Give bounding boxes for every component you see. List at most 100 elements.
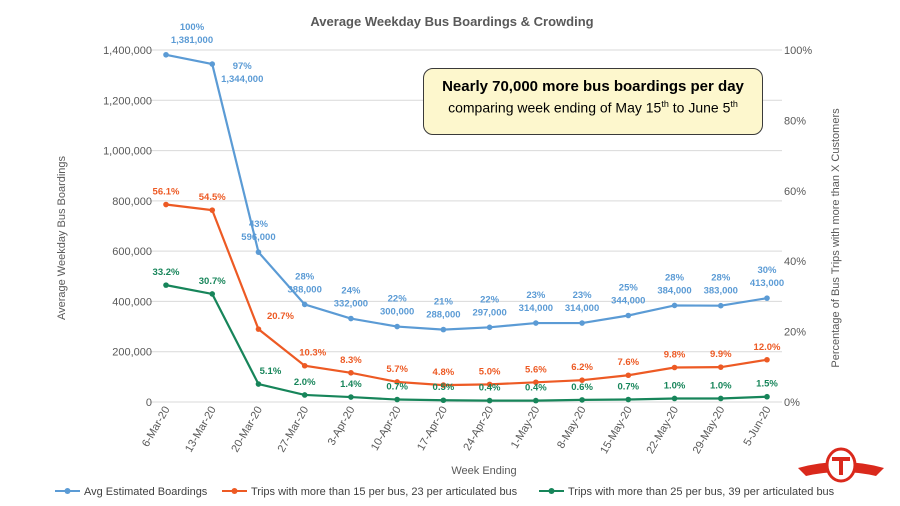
callout-sup2: th [730, 99, 738, 109]
x-tick-label: 5-Jun-20 [741, 405, 773, 449]
data-label-value-boardings: 383,000 [704, 286, 738, 297]
data-label-pct-boardings: 23% [526, 290, 546, 301]
data-point-over15 [671, 364, 678, 371]
data-label-over15: 54.5% [199, 192, 226, 203]
x-tick-label: 15-May-20 [598, 405, 635, 457]
y2-tick-label: 60% [784, 186, 806, 198]
ttc-logo-letters [832, 457, 850, 475]
legend-marker-over15 [231, 488, 238, 494]
series-line-over15 [165, 203, 768, 387]
data-label-over15: 5.6% [525, 364, 547, 375]
data-point-boardings [163, 51, 169, 58]
data-label-over25: 0.5% [433, 382, 455, 393]
data-label-value-boardings: 344,000 [611, 296, 645, 307]
x-tick-label: 10-Apr-20 [369, 405, 404, 453]
data-label-pct-boardings: 22% [480, 294, 500, 305]
y-tick-label: 1,400,000 [103, 45, 152, 57]
data-label-value-boardings: 288,000 [426, 310, 460, 321]
x-tick-label: 3-Apr-20 [326, 405, 358, 448]
data-point-over15 [209, 207, 216, 213]
data-label-value-boardings: 314,000 [565, 303, 599, 314]
data-point-boardings [579, 320, 585, 326]
legend-marker-over25 [548, 488, 555, 494]
data-label-over25: 33.2% [153, 267, 180, 278]
data-label-over15: 10.3% [299, 348, 326, 359]
series-line-boardings [165, 53, 768, 331]
y2-tick-label: 40% [784, 256, 806, 268]
data-label-value-boardings: 1,381,000 [171, 35, 213, 46]
x-tick-label: 1-May-20 [509, 405, 543, 451]
data-point-over25 [625, 396, 632, 403]
x-axis-ticks: 6-Mar-20 13-Mar-20 20-Mar-20 27-Mar-20 3-Apr… [140, 405, 774, 457]
data-labels: 100% 1,381,000 97% 1,344,000 43% 596,000 28% 38… [153, 22, 785, 394]
data-label-over25: 2.0% [294, 377, 316, 388]
data-point-over25 [671, 395, 678, 402]
data-point-over15 [348, 369, 354, 376]
chart-title: Average Weekday Bus Boardings & Crowding [310, 14, 593, 29]
callout-subline: comparing week ending of May 15 th to Jun… [424, 99, 762, 116]
data-point-boardings [348, 315, 354, 322]
y2-tick-label: 20% [784, 327, 806, 339]
data-label-value-boardings: 413,000 [750, 278, 784, 289]
data-point-boardings [533, 320, 539, 326]
data-label-over15: 5.7% [386, 364, 408, 375]
data-point-over15 [301, 362, 308, 369]
data-label-over15: 5.0% [479, 366, 501, 377]
data-point-boardings [255, 249, 262, 255]
data-label-pct-boardings: 25% [619, 283, 639, 294]
data-label-pct-boardings: 22% [388, 294, 408, 305]
data-label-over25: 0.7% [617, 382, 639, 393]
data-label-over25: 1.0% [710, 380, 732, 391]
data-label-pct-boardings: 28% [665, 272, 685, 283]
legend: Avg Estimated Boardings Trips with more … [55, 486, 835, 498]
data-label-pct-boardings: 21% [434, 297, 454, 308]
data-label-over15: 6.2% [571, 362, 593, 373]
data-label-pct-boardings: 28% [711, 273, 731, 284]
x-tick-label: 29-May-20 [691, 405, 728, 457]
data-point-over25 [301, 392, 308, 398]
y2-tick-label: 0% [784, 397, 800, 409]
data-label-over25: 0.7% [386, 382, 408, 393]
series-lines [163, 51, 770, 404]
data-point-over15 [486, 381, 493, 388]
data-label-over25: 0.4% [525, 383, 547, 394]
data-label-pct-boardings: 28% [295, 271, 315, 282]
data-point-over15 [764, 356, 770, 363]
x-tick-label: 24-Apr-20 [461, 405, 496, 453]
callout-subline-part2: to June 5 [668, 99, 731, 116]
data-point-boardings [625, 312, 632, 319]
data-point-over15 [717, 364, 724, 370]
data-label-over15: 12.0% [754, 342, 781, 353]
y-tick-label: 400,000 [112, 296, 152, 308]
data-point-boardings [394, 323, 400, 330]
x-tick-label: 22-May-20 [644, 405, 681, 457]
callout-subline-part1: comparing week ending of May 15 [448, 99, 662, 116]
gridlines [150, 49, 782, 403]
data-point-over15 [579, 377, 585, 383]
callout-box: Nearly 70,000 more bus boardings per day… [423, 68, 763, 135]
data-point-over25 [486, 397, 493, 404]
data-point-over15 [255, 326, 262, 332]
legend-label-over15: Trips with more than 15 per bus, 23 per … [251, 486, 518, 498]
y-tick-label: 200,000 [112, 347, 152, 359]
legend-label-boardings: Avg Estimated Boardings [84, 486, 208, 498]
data-label-pct-boardings: 100% [180, 22, 205, 33]
data-point-boardings [301, 301, 308, 308]
legend-label-over25: Trips with more than 25 per bus, 39 per … [568, 486, 835, 498]
data-label-value-boardings: 332,000 [334, 299, 368, 310]
data-point-over15 [440, 382, 447, 388]
data-label-value-boardings: 596,000 [241, 232, 275, 243]
callout-headline: Nearly 70,000 more bus boardings per day [442, 78, 744, 95]
data-label-over15: 4.8% [433, 367, 455, 378]
data-label-pct-boardings: 30% [757, 265, 777, 276]
data-label-pct-boardings: 23% [573, 290, 593, 301]
data-label-over15: 7.6% [617, 357, 639, 368]
left-axis-ticks: 0 200,000 400,000 600,000 800,000 1,000,000 1,… [103, 45, 152, 409]
y2-axis-title: Percentage of Bus Trips with more than X… [830, 108, 842, 368]
legend-marker-boardings [64, 488, 71, 494]
data-label-over25: 0.4% [479, 383, 501, 394]
data-point-over25 [440, 397, 447, 404]
y2-tick-label: 80% [784, 115, 806, 127]
